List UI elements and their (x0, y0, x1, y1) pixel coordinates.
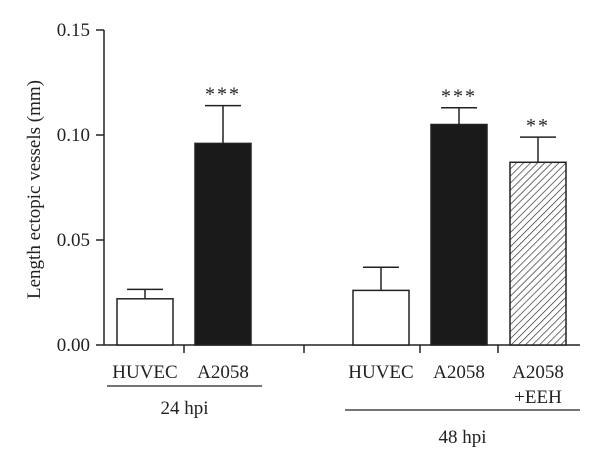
y-tick-label: 0.05 (57, 230, 90, 251)
significance-label: *** (441, 86, 477, 108)
bars: *** ***** (116, 84, 567, 346)
axes: 0.00 0.05 0.10 0.15 (57, 20, 580, 356)
y-tick-label: 0.10 (57, 125, 90, 146)
significance-label: ** (526, 115, 550, 137)
category-label: A2058 (512, 362, 564, 383)
y-tick-label: 0.15 (57, 20, 90, 41)
bar (352, 289, 410, 346)
category-labels: HUVEC A2058 HUVEC A2058 A2058 +EEH 24 hpi 48 hp… (107, 362, 580, 448)
bar (116, 298, 174, 346)
y-tick-label: 0.00 (57, 335, 90, 356)
group-label: 48 hpi (438, 427, 486, 448)
significance-label: *** (205, 84, 241, 106)
category-label: A2058 (197, 362, 249, 383)
bar (430, 123, 488, 346)
category-label: +EEH (514, 387, 562, 408)
category-label: A2058 (433, 362, 485, 383)
group-label: 24 hpi (160, 398, 208, 419)
category-label: HUVEC (348, 362, 413, 383)
bar (509, 161, 567, 346)
category-label: HUVEC (112, 362, 177, 383)
bar (194, 142, 252, 346)
y-axis-title: Length ectopic vessels (mm) (24, 80, 45, 299)
